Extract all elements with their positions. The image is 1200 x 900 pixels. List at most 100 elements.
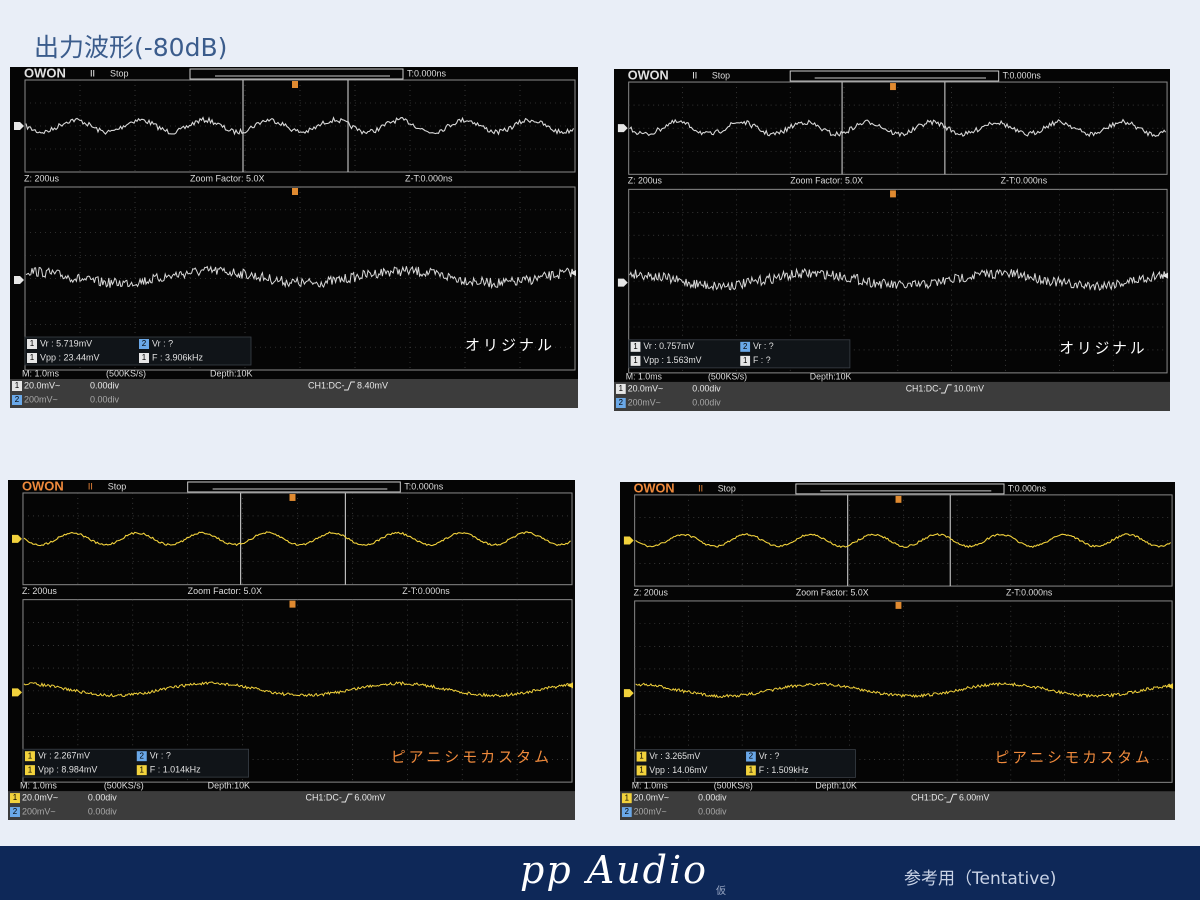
zoom-factor: Zoom Factor: 5.0X	[790, 176, 863, 186]
channel-badge	[615, 383, 626, 394]
zoom-trace	[25, 116, 574, 136]
channel-badge	[12, 395, 22, 405]
trace-label: オリジナル	[465, 337, 555, 354]
run-indicator: II	[692, 70, 697, 80]
zoom-time: Z-T:0.000ns	[405, 173, 453, 183]
channel-offset: 0.00div	[692, 383, 721, 393]
channel-scale: 200mV~	[634, 806, 667, 816]
channel-number: 1	[28, 751, 33, 760]
channel-badge	[9, 807, 20, 818]
scope-screenshot: OWON II Stop T:0.000ns Z: 200us Zoom Factor: …	[8, 480, 575, 820]
channel-badge	[24, 751, 35, 762]
footer-note: 参考用（Tentative)	[904, 869, 1057, 889]
channel-marker	[14, 276, 24, 284]
channel-badge	[621, 807, 632, 818]
timebase: M: 1.0ms	[20, 780, 57, 790]
run-state: Stop	[712, 70, 730, 80]
graticule-border	[634, 494, 1173, 587]
channel-offset: 0.00div	[698, 792, 727, 802]
run-state: Stop	[110, 68, 129, 78]
run-indicator: II	[698, 483, 703, 493]
main-trace	[25, 265, 574, 290]
measurement: Vr : 0.757mV	[643, 341, 694, 351]
main-trace	[23, 681, 571, 698]
channel-number: 2	[625, 807, 629, 816]
channel-badge	[27, 353, 37, 363]
zoom-scale: Z: 200us	[22, 586, 57, 596]
zoom-time: Z-T:0.000ns	[402, 586, 450, 596]
record-depth: Depth:10K	[210, 368, 253, 378]
trigger-edge-icon	[344, 381, 355, 391]
trigger-level: 6.00mV	[959, 792, 989, 802]
trigger-level: 10.0mV	[954, 383, 984, 393]
channel-number: 2	[15, 395, 20, 404]
trigger-time: T:0.000ns	[1003, 70, 1042, 80]
zoom-time: Z-T:0.000ns	[1001, 176, 1048, 186]
channel-number: 2	[140, 751, 145, 760]
channel-badge	[636, 765, 647, 776]
main-trace	[635, 682, 1171, 699]
channel-number: 1	[633, 356, 638, 365]
graticule-border	[634, 600, 1173, 783]
channel-number: 1	[13, 793, 18, 802]
channel-badge	[136, 765, 147, 776]
channel-badge	[746, 751, 756, 762]
channel-offset: 0.00div	[692, 397, 721, 407]
channel-number: 2	[743, 342, 747, 351]
channel-number: 1	[15, 381, 20, 390]
channel-badge	[630, 355, 641, 366]
brand: OWON	[634, 482, 675, 495]
channel-badge	[630, 341, 641, 352]
channel-badge	[24, 765, 35, 776]
channel-offset: 0.00div	[88, 792, 117, 802]
trigger-level: 8.40mV	[357, 380, 388, 390]
channel-number: 1	[30, 353, 35, 362]
channel-number: 1	[633, 342, 638, 351]
channel-badge	[12, 381, 22, 391]
channel-number: 1	[639, 752, 643, 761]
scope-screen: OWON II Stop T:0.000ns Z: 200us Zoom Factor: …	[620, 482, 1175, 820]
zoom-factor: Zoom Factor: 5.0X	[796, 587, 869, 597]
trigger-position-marker	[292, 188, 298, 195]
channel-number: 1	[639, 765, 643, 774]
channel-marker	[11, 688, 22, 697]
channel-badge	[740, 341, 751, 352]
status-bar	[620, 791, 1175, 820]
measurement: F : ?	[753, 355, 771, 365]
trace-label: ピアニシモカスタム	[995, 749, 1153, 766]
brand: OWON	[22, 480, 64, 493]
timebase: M: 1.0ms	[22, 368, 60, 378]
measurement: F : 3.906kHz	[152, 352, 204, 362]
measurement: F : 1.509kHz	[759, 765, 809, 775]
footer: pp Audio 仮 参考用（Tentative)	[0, 846, 1200, 900]
scope-screen: OWON II Stop T:0.000ns Z: 200us Zoom Factor: …	[8, 480, 575, 820]
zoom-trace	[635, 532, 1171, 549]
trigger-source: CH1:DC-	[906, 383, 942, 393]
channel-number: 2	[749, 752, 753, 761]
measure-box	[24, 336, 252, 366]
channel-number: 1	[28, 765, 33, 774]
run-state: Stop	[718, 483, 736, 493]
record-depth: Depth:10K	[815, 781, 857, 791]
record-depth: Depth:10K	[208, 780, 250, 790]
scope-screenshot: OWON II Stop T:0.000ns Z: 200us Zoom Factor: …	[10, 67, 578, 408]
measurement: Vr : ?	[759, 751, 780, 761]
channel-number: 2	[142, 339, 147, 348]
trigger-position-marker	[292, 81, 298, 88]
trigger-source: CH1:DC-	[308, 380, 345, 390]
channel-badge	[621, 793, 632, 804]
slide-title: 出力波形(-80dB)	[34, 33, 228, 62]
trigger-time: T:0.000ns	[404, 481, 443, 491]
channel-scale: 20.0mV~	[628, 383, 663, 393]
logo-tag: 仮	[716, 886, 726, 897]
sample-rate: (500KS/s)	[714, 781, 753, 791]
trigger-level-marker	[567, 682, 574, 689]
run-indicator: II	[90, 68, 95, 78]
trigger-time: T:0.000ns	[1008, 483, 1047, 493]
channel-scale: 200mV~	[22, 806, 56, 816]
channel-scale: 20.0mV~	[24, 380, 60, 390]
trigger-edge-icon	[946, 793, 958, 803]
channel-number: 1	[749, 765, 753, 774]
measurement: Vr : ?	[152, 338, 173, 348]
